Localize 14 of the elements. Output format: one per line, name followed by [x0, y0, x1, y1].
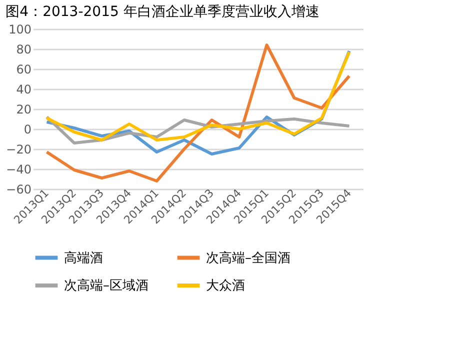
line-series: [45, 44, 351, 182]
legend-label: 次高端–全国酒: [206, 250, 290, 266]
y-tick-label: −20: [6, 142, 32, 156]
y-tick-label: 80: [16, 42, 32, 56]
legend-label: 高端酒: [64, 250, 103, 266]
y-tick-label: 100: [8, 22, 32, 36]
y-tick-label: 60: [16, 62, 32, 76]
y-tick-label: 40: [16, 82, 32, 96]
legend-label: 大众酒: [206, 278, 245, 294]
y-tick-label: 20: [16, 102, 32, 116]
y-tick-label: −40: [6, 162, 32, 176]
y-tick-label: 0: [24, 122, 32, 136]
chart-title: 图4：2013-2015 年白酒企业单季度营业收入增速: [6, 4, 320, 20]
legend-label: 次高端–区域酒: [64, 278, 148, 294]
